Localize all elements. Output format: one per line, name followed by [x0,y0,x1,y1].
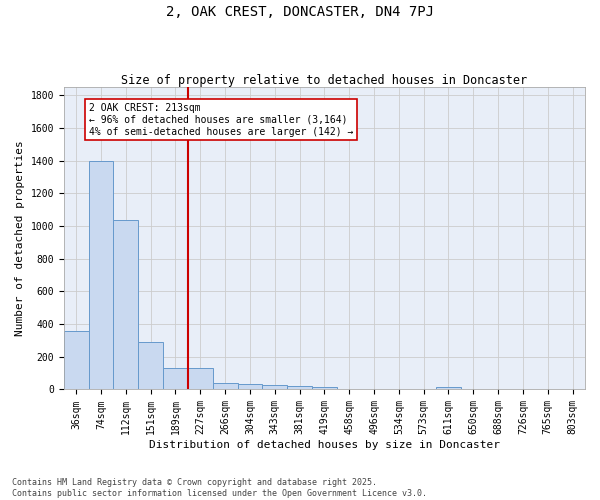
Text: 2 OAK CREST: 213sqm
← 96% of detached houses are smaller (3,164)
4% of semi-deta: 2 OAK CREST: 213sqm ← 96% of detached ho… [89,104,353,136]
Bar [138,342,163,390]
Bar [89,160,113,390]
Bar [188,368,212,390]
Text: Contains HM Land Registry data © Crown copyright and database right 2025.
Contai: Contains HM Land Registry data © Crown c… [12,478,427,498]
Bar [113,220,138,390]
Bar [436,387,461,390]
Bar [212,383,238,390]
Text: 2, OAK CREST, DONCASTER, DN4 7PJ: 2, OAK CREST, DONCASTER, DN4 7PJ [166,5,434,19]
Bar [287,386,312,390]
Bar [312,387,337,390]
Title: Size of property relative to detached houses in Doncaster: Size of property relative to detached ho… [121,74,527,87]
Bar [163,368,188,390]
Bar [238,384,262,390]
Bar [64,330,89,390]
Y-axis label: Number of detached properties: Number of detached properties [15,140,25,336]
X-axis label: Distribution of detached houses by size in Doncaster: Distribution of detached houses by size … [149,440,500,450]
Bar [262,384,287,390]
